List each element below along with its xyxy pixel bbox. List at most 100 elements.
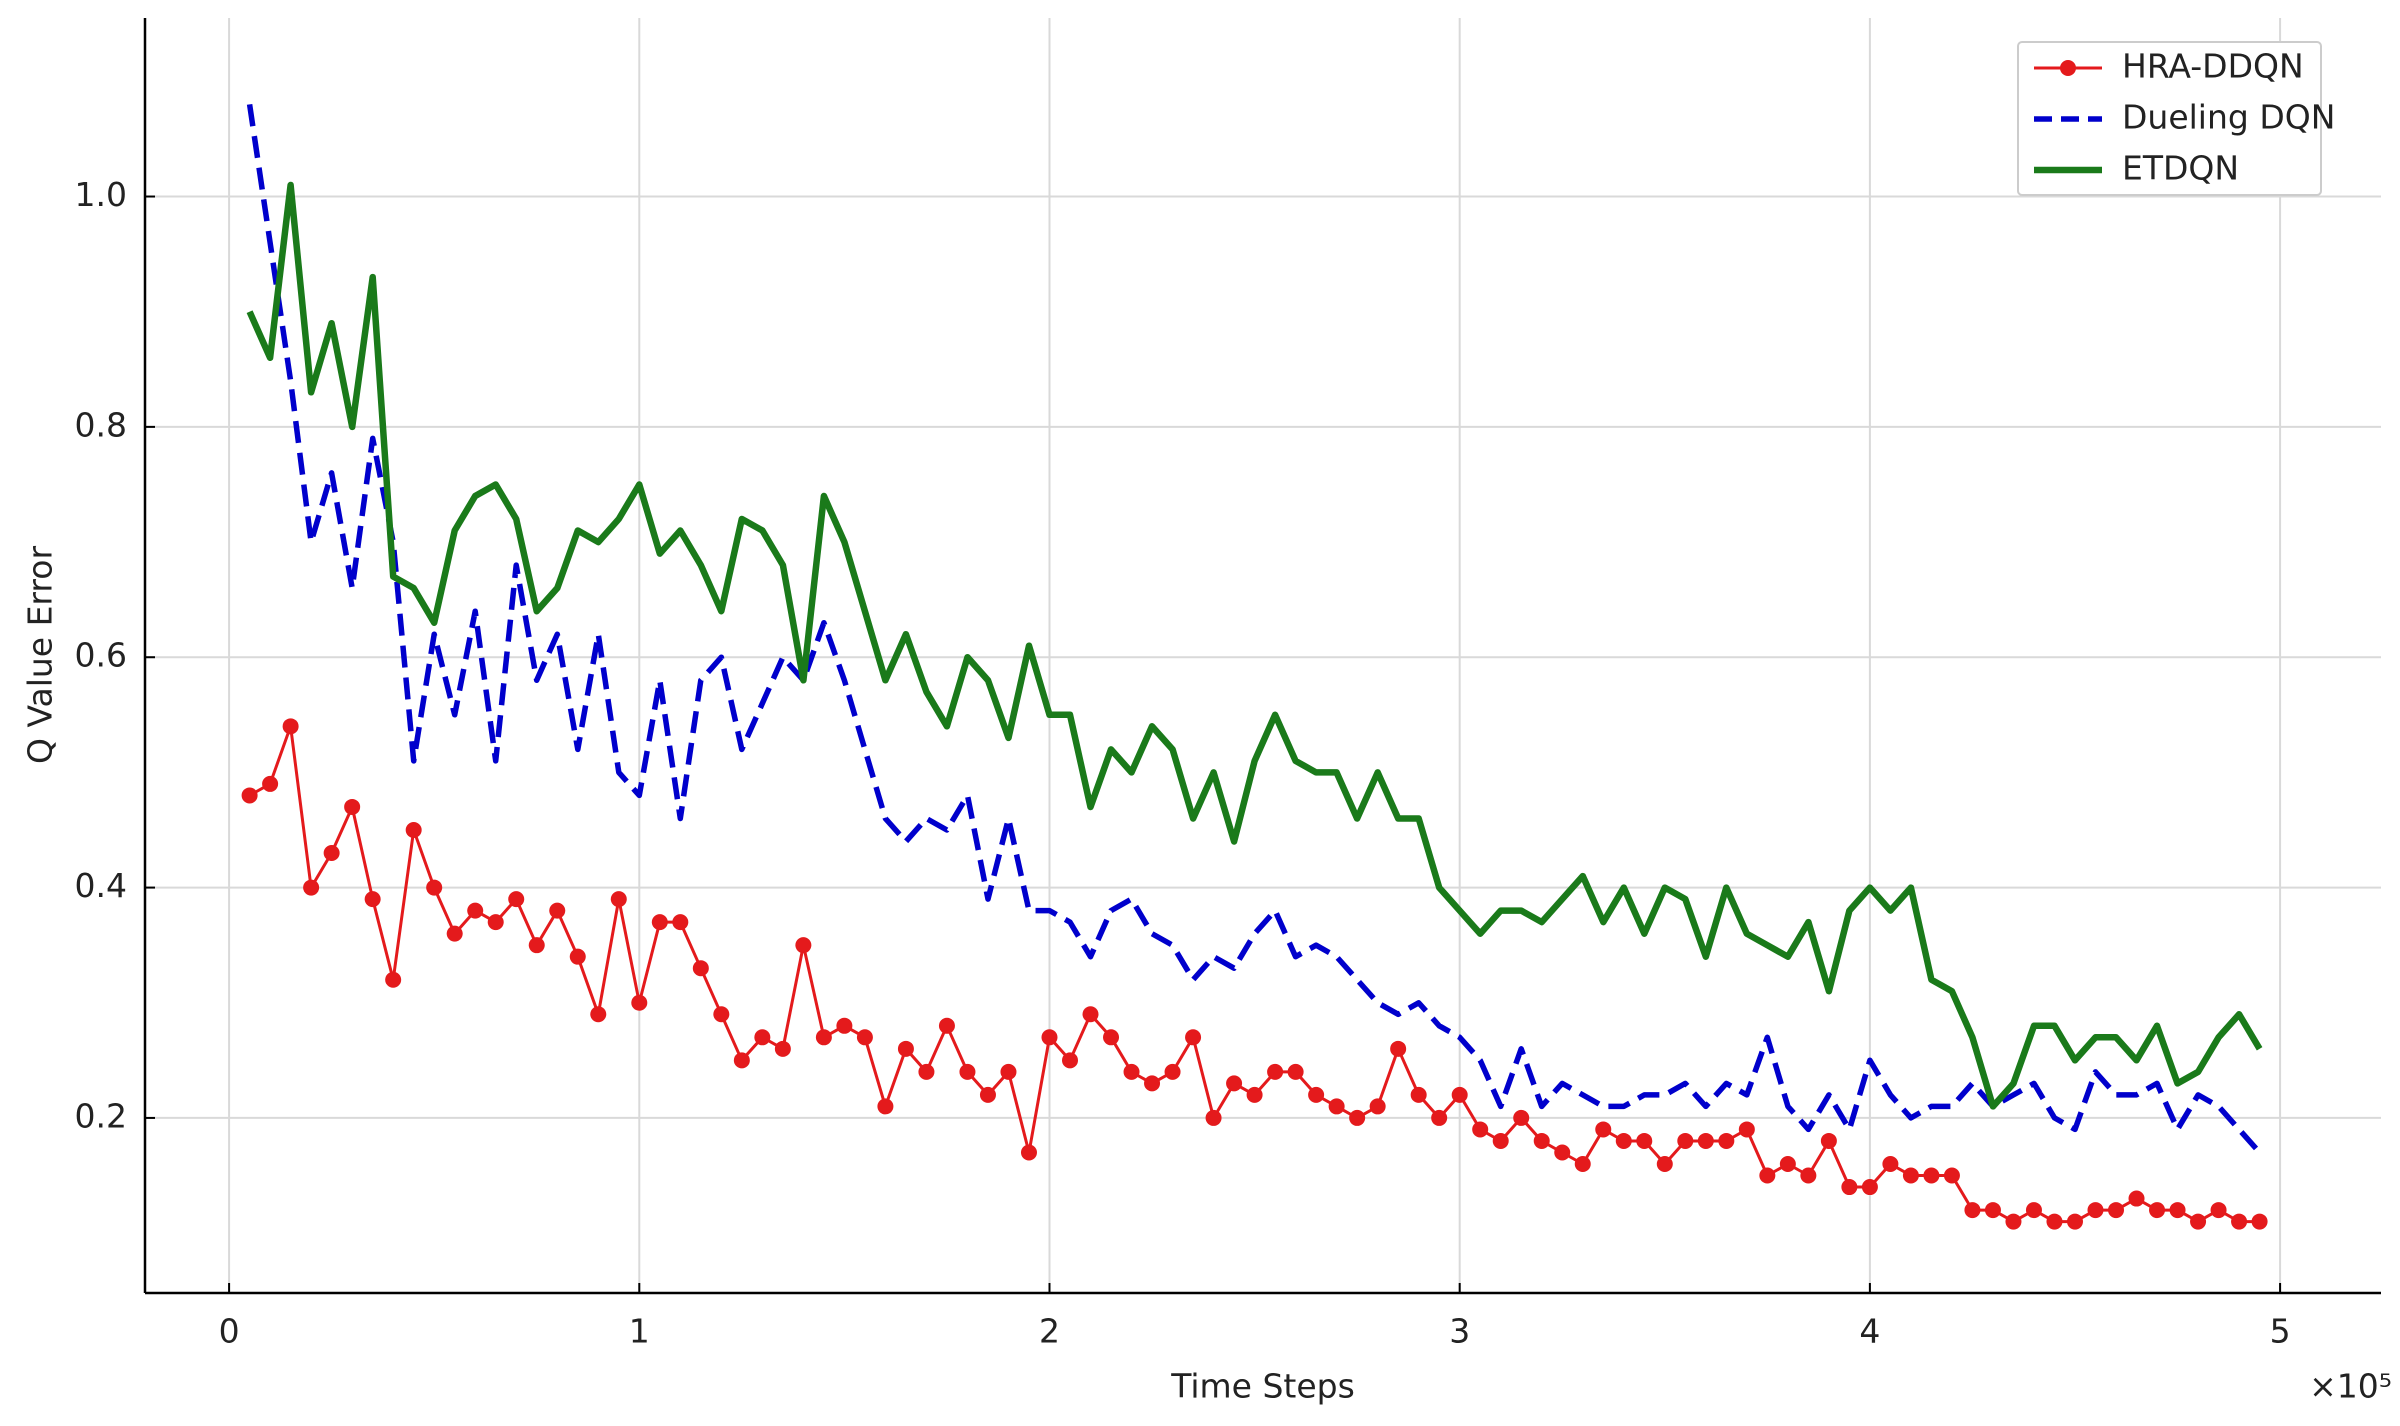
- legend-label: HRA-DDQN: [2122, 47, 2304, 86]
- data-point: [979, 1086, 996, 1103]
- data-point: [733, 1052, 750, 1069]
- data-point: [1369, 1098, 1386, 1115]
- data-point: [774, 1040, 791, 1057]
- data-point: [1738, 1121, 1755, 1138]
- data-point: [1020, 1144, 1037, 1161]
- data-point: [1677, 1132, 1694, 1149]
- data-point: [1574, 1156, 1591, 1173]
- data-point: [1841, 1179, 1858, 1196]
- y-axis-label: Q Value Error: [21, 546, 60, 764]
- x-tick-label: 0: [219, 1312, 240, 1351]
- data-point: [2005, 1213, 2022, 1230]
- data-point: [1390, 1040, 1407, 1057]
- data-point: [1533, 1132, 1550, 1149]
- data-point: [1410, 1086, 1427, 1103]
- data-point: [2128, 1190, 2145, 1207]
- data-point: [1472, 1121, 1489, 1138]
- legend-box: [2017, 41, 2322, 196]
- x-tick-label: 3: [1449, 1312, 1470, 1351]
- legend-label: ETDQN: [2122, 149, 2239, 188]
- data-point: [1144, 1075, 1161, 1092]
- series-line: [248, 724, 2260, 1224]
- y-tick-label: 0.8: [75, 405, 127, 444]
- data-point: [1759, 1167, 1776, 1184]
- y-tick-label: 0.2: [75, 1096, 127, 1135]
- series-line: [246, 103, 2262, 1155]
- data-point: [1226, 1075, 1243, 1092]
- data-point: [385, 971, 402, 988]
- data-point: [959, 1063, 976, 1080]
- data-point: [1861, 1179, 1878, 1196]
- data-point: [241, 787, 258, 804]
- data-point: [569, 948, 586, 965]
- data-point: [2087, 1202, 2104, 1219]
- data-point: [2066, 1213, 2083, 1230]
- data-point: [795, 937, 812, 954]
- data-point: [282, 718, 299, 735]
- legend: HRA-DDQN Dueling DQN ETDQN: [2017, 41, 2335, 196]
- data-point: [2190, 1213, 2207, 1230]
- data-point: [1205, 1109, 1222, 1126]
- data-point: [1923, 1167, 1940, 1184]
- data-point: [1718, 1132, 1735, 1149]
- data-point: [1082, 1006, 1099, 1023]
- data-point: [1185, 1029, 1202, 1046]
- data-point: [2046, 1213, 2063, 1230]
- data-point: [262, 775, 279, 792]
- data-point: [815, 1029, 832, 1046]
- data-point: [1246, 1086, 1263, 1103]
- data-point: [405, 821, 422, 838]
- data-point: [918, 1063, 935, 1080]
- data-point: [528, 937, 545, 954]
- data-point: [1492, 1132, 1509, 1149]
- data-point: [323, 845, 340, 862]
- y-tick-label: 0.4: [75, 866, 127, 905]
- data-point: [897, 1040, 914, 1057]
- data-point: [549, 902, 566, 919]
- data-point: [856, 1029, 873, 1046]
- data-point: [1451, 1086, 1468, 1103]
- legend-marker: [2060, 60, 2076, 76]
- y-tick-label: 0.6: [75, 636, 127, 675]
- data-point: [2231, 1213, 2248, 1230]
- data-point: [508, 891, 525, 908]
- data-point: [344, 798, 361, 815]
- data-point: [1595, 1121, 1612, 1138]
- data-point: [1984, 1202, 2001, 1219]
- data-point: [1800, 1167, 1817, 1184]
- data-point: [2108, 1202, 2125, 1219]
- data-point: [1615, 1132, 1632, 1149]
- data-point: [1964, 1202, 1981, 1219]
- legend-label: Dueling DQN: [2122, 98, 2335, 137]
- data-point: [446, 925, 463, 942]
- x-tick-label: 1: [629, 1312, 650, 1351]
- data-point: [754, 1029, 771, 1046]
- data-point: [426, 879, 443, 896]
- data-point: [1000, 1063, 1017, 1080]
- data-point: [1062, 1052, 1079, 1069]
- x-tick-label: 4: [1859, 1312, 1880, 1351]
- data-point: [651, 914, 668, 931]
- data-point: [2210, 1202, 2227, 1219]
- data-point: [877, 1098, 894, 1115]
- data-point: [1636, 1132, 1653, 1149]
- data-point: [836, 1017, 853, 1034]
- data-point: [590, 1006, 607, 1023]
- data-point: [1123, 1063, 1140, 1080]
- data-point: [1943, 1167, 1960, 1184]
- data-point: [713, 1006, 730, 1023]
- data-point: [487, 914, 504, 931]
- data-point: [1267, 1063, 1284, 1080]
- data-point: [1513, 1109, 1530, 1126]
- data-point: [303, 879, 320, 896]
- data-point: [2169, 1202, 2186, 1219]
- data-point: [1820, 1132, 1837, 1149]
- data-point: [1328, 1098, 1345, 1115]
- x-offset-label: ×10⁵: [2309, 1367, 2392, 1406]
- x-axis-label: Time Steps: [1170, 1367, 1355, 1406]
- data-point: [938, 1017, 955, 1034]
- data-point: [1041, 1029, 1058, 1046]
- data-point: [1431, 1109, 1448, 1126]
- data-point: [1349, 1109, 1366, 1126]
- data-point: [631, 994, 648, 1011]
